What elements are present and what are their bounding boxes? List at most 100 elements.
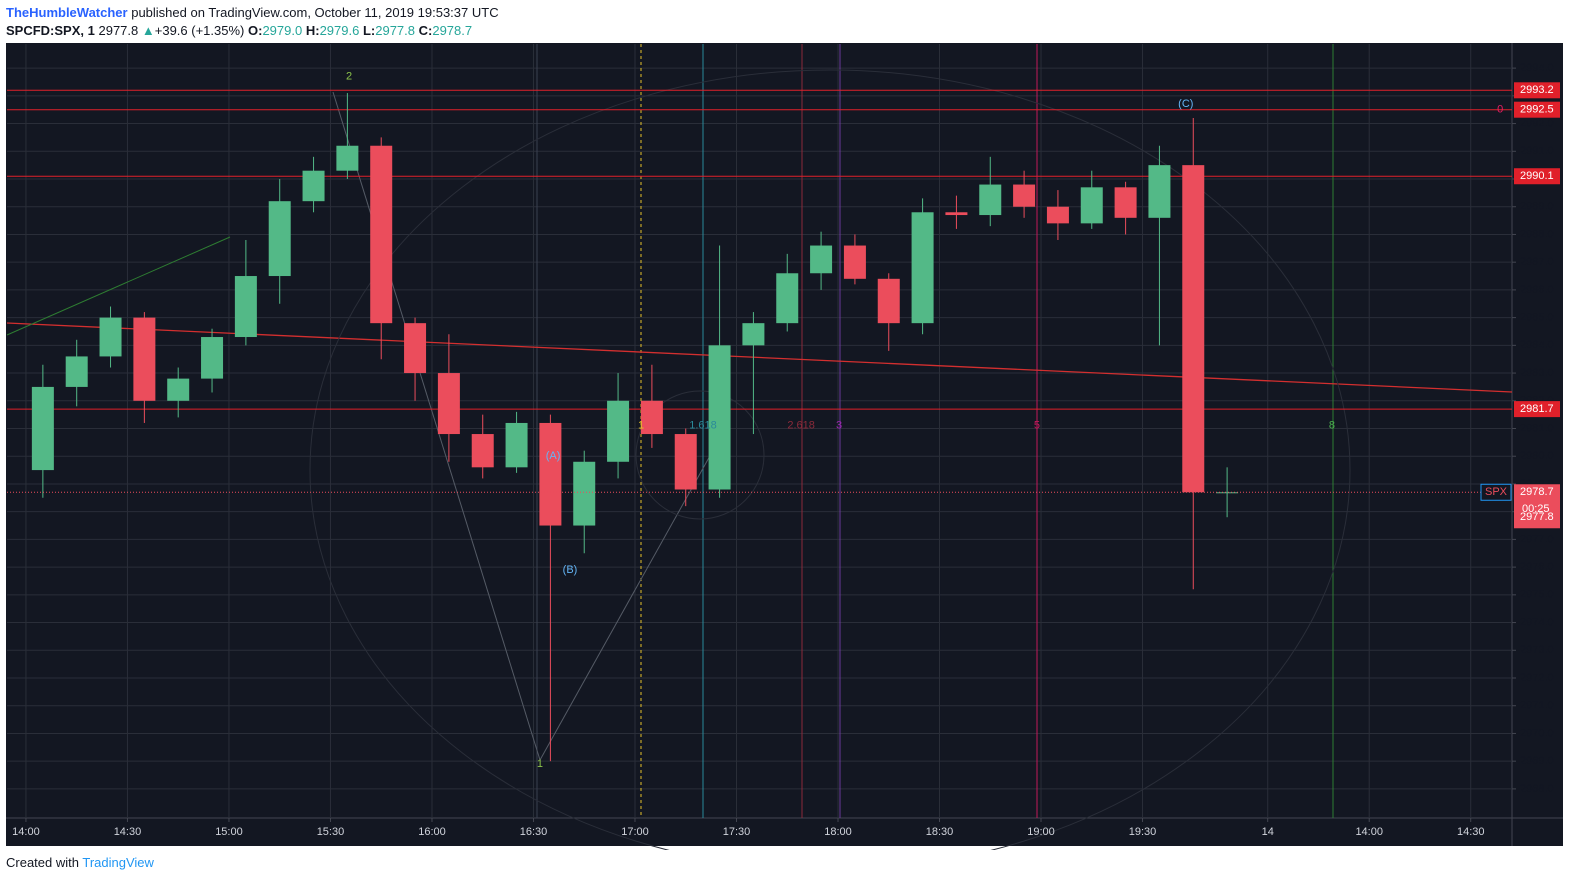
- ohlc-label: C:: [418, 23, 433, 38]
- level-label: 2993.2: [1520, 84, 1554, 96]
- candle-body: [911, 212, 934, 324]
- wave-label: (C): [1178, 98, 1193, 110]
- x-tick-label: 16:00: [418, 826, 446, 838]
- candle-body: [133, 317, 156, 401]
- y-tick-label: 2994.0: [1520, 62, 1554, 74]
- ohlc-value: 2979.0: [262, 23, 303, 38]
- price-label: 2978.7: [1520, 486, 1554, 498]
- wave-label: 1.618: [689, 420, 717, 432]
- change: +39.6 (+1.35%): [154, 23, 245, 38]
- candle-body: [201, 337, 224, 379]
- y-tick-label: 2975.0: [1520, 589, 1554, 601]
- candle-body: [776, 273, 799, 324]
- publish-line: TheHumbleWatcher published on TradingVie…: [6, 4, 499, 22]
- chart: 2968.0 2969.0 2970.0 2971.0 2972.0 2973.0 2974…: [6, 43, 1563, 850]
- candle-body: [234, 276, 257, 338]
- x-tick-label: 17:30: [723, 826, 751, 838]
- candle-body: [843, 245, 866, 279]
- brand[interactable]: TradingView: [82, 855, 154, 870]
- x-tick-label: 19:00: [1027, 826, 1055, 838]
- ohlc-label: H:: [305, 23, 320, 38]
- y-tick-label: 2984.0: [1520, 339, 1554, 351]
- wave-label: 1: [537, 758, 543, 770]
- candle-body: [1114, 187, 1137, 218]
- fib-line: [332, 91, 541, 761]
- candle-body: [573, 461, 596, 526]
- fib-arc: [635, 390, 765, 520]
- candle-body: [640, 400, 663, 435]
- grid: [7, 44, 1512, 818]
- wave-label: (A): [546, 450, 561, 462]
- last: 2977.8: [98, 23, 139, 38]
- quote-line: SPCFD:SPX, 1 2977.8 ▲+39.6 (+1.35%) O:29…: [6, 22, 499, 40]
- header: TheHumbleWatcher published on TradingVie…: [6, 4, 499, 40]
- ohlc-label: O:: [248, 23, 263, 38]
- countdown: 00:25: [1522, 503, 1550, 515]
- y-tick-label: 2988.0: [1520, 228, 1554, 240]
- y-tick-label: 2973.0: [1520, 644, 1554, 656]
- candle-body: [607, 400, 630, 462]
- candle-body: [1046, 206, 1069, 224]
- candle-body: [302, 170, 325, 202]
- y-tick-label: 2971.0: [1520, 700, 1554, 712]
- price-tag: [1514, 484, 1560, 529]
- candle-body: [31, 386, 54, 471]
- y-tick-label: 2972.0: [1520, 672, 1554, 684]
- footer: Created with TradingView: [6, 855, 154, 870]
- x-tick-label: 14:00: [12, 826, 40, 838]
- candle-body: [65, 356, 88, 387]
- wave-label: 1: [638, 420, 644, 432]
- candle-body: [1013, 184, 1036, 207]
- y-tick-label: 2991.0: [1520, 145, 1554, 157]
- y-tick-label: 2992.0: [1520, 117, 1554, 129]
- x-tick-label: 16:30: [520, 826, 548, 838]
- candle-body: [167, 378, 190, 401]
- y-tick-label: 2977.0: [1520, 533, 1554, 545]
- author[interactable]: TheHumbleWatcher: [6, 5, 128, 20]
- up-arrow: ▲: [141, 23, 155, 38]
- wave-label: 2.618: [787, 420, 815, 432]
- candle-body: [99, 317, 122, 357]
- wave-label: 3: [836, 420, 842, 432]
- x-tick-label: 14:30: [114, 826, 142, 838]
- x-tick-label: 18:00: [824, 826, 852, 838]
- fib-line: [539, 419, 731, 761]
- y-tick-label: 2989.0: [1520, 201, 1554, 213]
- y-tick-label: 2981.0: [1520, 422, 1554, 434]
- y-tick-label: 2976.0: [1520, 561, 1554, 573]
- chart-background: [6, 43, 1563, 846]
- y-tick-label: 2980.0: [1520, 450, 1554, 462]
- published: published on TradingView.com, October 11…: [131, 5, 499, 20]
- candle-body: [336, 145, 359, 171]
- y-tick-label: 2986.0: [1520, 284, 1554, 296]
- candle-body: [539, 422, 562, 526]
- ohlc-value: 2979.6: [319, 23, 360, 38]
- level-label: 2981.7: [1520, 403, 1554, 415]
- candle-body: [370, 145, 393, 324]
- candle-body: [810, 245, 833, 274]
- candle-body: [404, 323, 427, 374]
- fib-arc: [309, 69, 1351, 850]
- y-tick-label: 2974.0: [1520, 616, 1554, 628]
- symbol-tag: [1480, 483, 1512, 501]
- level-tag: [1514, 168, 1560, 185]
- y-tick-label: 2969.0: [1520, 755, 1554, 767]
- y-tick-label: 2985.0: [1520, 312, 1554, 324]
- wave-label: 8: [1329, 420, 1335, 432]
- candle-body: [945, 212, 968, 216]
- candle-body: [268, 201, 291, 277]
- candle-body: [471, 434, 494, 468]
- x-tick-label: 14:00: [1355, 826, 1383, 838]
- x-tick-label: 14: [1262, 826, 1274, 838]
- candle-body: [1182, 165, 1205, 493]
- x-tick-label: 18:30: [926, 826, 954, 838]
- symbol: SPCFD:SPX, 1: [6, 23, 95, 38]
- candle-body: [1216, 492, 1239, 494]
- price-label: 2977.8: [1520, 511, 1554, 523]
- candle-body: [708, 345, 731, 490]
- trend-line: [6, 322, 1513, 393]
- x-tick-label: 14:30: [1457, 826, 1485, 838]
- candle-body: [1080, 187, 1103, 224]
- y-tick-label: 2968.0: [1520, 783, 1554, 795]
